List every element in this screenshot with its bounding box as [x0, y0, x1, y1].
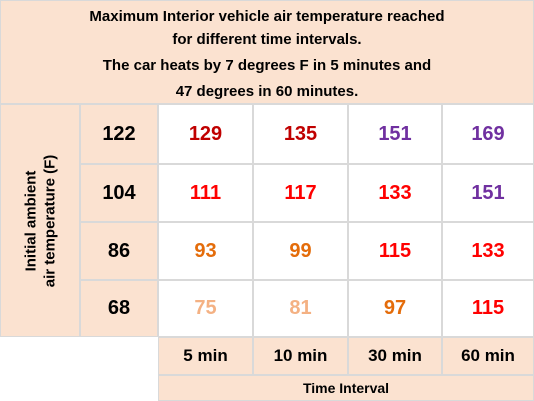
cell: 135	[253, 104, 348, 164]
header	[0, 0, 534, 104]
cell: 117	[253, 164, 348, 222]
column-header: 30 min	[348, 337, 442, 375]
cell: 81	[253, 280, 348, 337]
header-line: 47 degrees in 60 minutes.	[175, 83, 359, 100]
column-header: 10 min	[253, 337, 348, 375]
column-header: 5 min	[158, 337, 253, 375]
cell: 133	[348, 164, 442, 222]
cell: 151	[442, 164, 534, 222]
row-header: 104	[80, 164, 158, 222]
cell: 99	[253, 222, 348, 280]
cell: 129	[158, 104, 253, 164]
header-line: Maximum Interior vehicle air temperature…	[89, 8, 445, 25]
cell: 151	[348, 104, 442, 164]
row-axis-line: air temperature (F)	[41, 154, 59, 287]
cell: 93	[158, 222, 253, 280]
cell: 75	[158, 280, 253, 337]
column-axis-label: Time Interval	[158, 375, 534, 401]
cell: 133	[442, 222, 534, 280]
row-axis-line: Initial ambient	[22, 170, 40, 271]
cell: 115	[442, 280, 534, 337]
row-header: 86	[80, 222, 158, 280]
row-axis-box: Initial ambient air temperature (F)	[0, 104, 80, 337]
header-line: The car heats by 7 degrees F in 5 minute…	[102, 57, 432, 74]
row-header: 68	[80, 280, 158, 337]
header-line: for different time intervals.	[172, 31, 362, 48]
cell: 111	[158, 164, 253, 222]
cell: 169	[442, 104, 534, 164]
column-header: 60 min	[442, 337, 534, 375]
cell: 115	[348, 222, 442, 280]
row-header: 122	[80, 104, 158, 164]
cell: 97	[348, 280, 442, 337]
row-axis-label: Initial ambient air temperature (F)	[21, 154, 59, 287]
